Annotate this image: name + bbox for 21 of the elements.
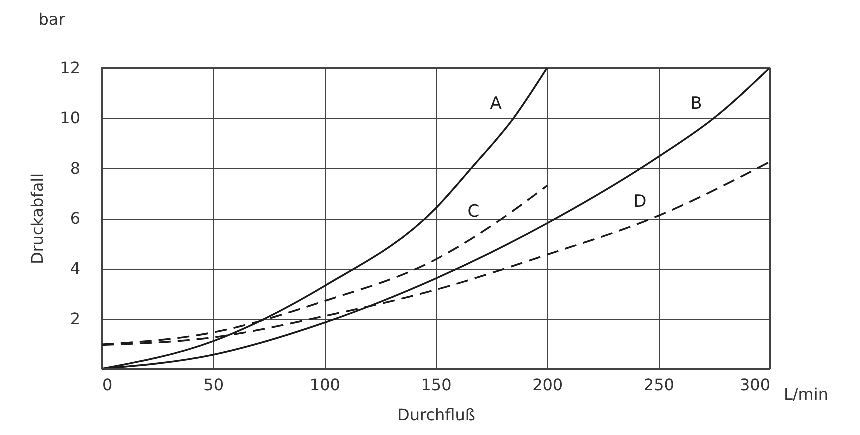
text: L/min xyxy=(784,385,828,404)
y-axis-title: Druckabfall xyxy=(28,173,48,265)
y-tick-label: 2 xyxy=(70,309,80,328)
y-tick-label: 12 xyxy=(60,58,80,78)
x-tick-label: 0 xyxy=(102,376,113,394)
x-axis-title: Durchfluß xyxy=(398,406,476,424)
x-tick-label: 200 xyxy=(532,376,564,394)
y-tick-label: 4 xyxy=(70,259,80,278)
y-tick-label: 8 xyxy=(70,158,80,178)
series-label: A xyxy=(490,94,502,114)
series-label: B xyxy=(690,94,702,114)
y-tick-label: 10 xyxy=(60,108,80,128)
series-label: D xyxy=(634,192,647,212)
x-tick-label: 250 xyxy=(644,376,674,394)
x-tick-label: 100 xyxy=(310,376,340,394)
x-tick-label: 50 xyxy=(204,376,224,394)
series-label: C xyxy=(468,202,480,222)
x-tick-label: 150 xyxy=(421,376,452,394)
x-tick-label: 300 xyxy=(740,376,770,394)
text: bar xyxy=(38,10,66,29)
y-tick-label: 6 xyxy=(70,209,80,228)
